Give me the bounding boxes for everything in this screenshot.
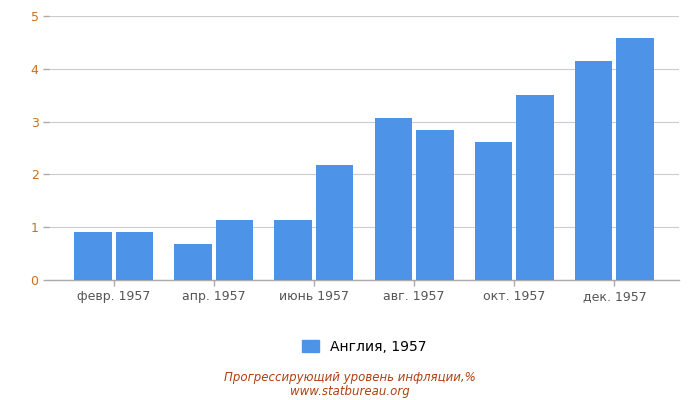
Text: www.statbureau.org: www.statbureau.org [290,385,410,398]
Bar [116,232,153,280]
Bar [374,118,412,280]
Bar [617,38,654,280]
Bar [575,61,612,280]
Legend: Англия, 1957: Англия, 1957 [302,340,426,354]
Bar [416,130,454,280]
Bar [475,142,512,280]
Bar [516,95,554,280]
Bar [74,232,111,280]
Text: Прогрессирующий уровень инфляции,%: Прогрессирующий уровень инфляции,% [224,372,476,384]
Bar [316,165,354,280]
Bar [174,244,212,280]
Bar [216,220,253,280]
Bar [274,220,312,280]
